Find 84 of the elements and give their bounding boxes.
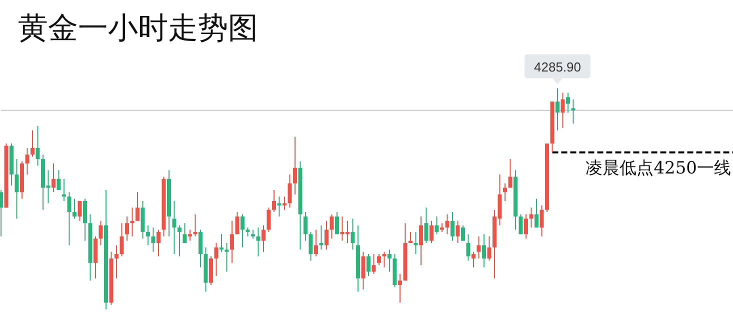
candlestick — [0, 189, 3, 237]
candlestick — [146, 224, 150, 246]
candlestick — [445, 214, 450, 235]
candlestick — [534, 198, 538, 228]
candlestick — [178, 224, 182, 257]
candlestick — [430, 220, 434, 244]
candlestick — [461, 224, 465, 242]
candlestick — [293, 136, 297, 195]
candlestick — [198, 229, 202, 268]
candlestick — [476, 236, 481, 259]
candlestick — [62, 178, 66, 202]
candlestick — [388, 249, 392, 272]
candlestick — [466, 234, 470, 262]
candlestick — [566, 92, 570, 114]
candlestick — [472, 251, 476, 268]
candlestick — [540, 204, 544, 237]
candlestick — [72, 198, 76, 220]
candlestick — [487, 236, 492, 262]
candlestick — [235, 212, 240, 235]
candlestick — [424, 207, 428, 244]
candlestick — [14, 158, 19, 220]
chart-title: 黄金一小时走势图 — [18, 11, 258, 46]
candlestick — [450, 212, 454, 242]
candlestick — [377, 254, 381, 266]
candlestick — [220, 234, 224, 252]
candlestick — [434, 216, 439, 235]
candlestick — [67, 192, 72, 246]
candlestick — [56, 170, 61, 190]
candlestick — [172, 200, 176, 255]
candlestick — [52, 162, 56, 193]
candlestick — [156, 229, 160, 257]
candlestick — [456, 220, 460, 244]
candlestick — [272, 189, 276, 213]
candlestick — [193, 214, 198, 237]
candlestick — [304, 212, 308, 242]
candlestick — [277, 196, 282, 217]
candlestick — [398, 273, 402, 304]
candlestick — [366, 254, 370, 277]
candlestick — [262, 224, 266, 252]
candlestick — [482, 234, 486, 268]
text: 4285.90 — [534, 59, 581, 74]
candlestick — [330, 214, 334, 240]
candlestick — [556, 88, 560, 131]
candlestick — [114, 244, 118, 279]
candlestick — [414, 231, 418, 255]
candlestick — [240, 214, 244, 248]
candlestick — [319, 224, 324, 250]
candlestick — [571, 98, 576, 124]
candlestick — [282, 196, 286, 210]
candlestick — [382, 251, 386, 268]
candlestick — [214, 242, 218, 277]
candlestick — [266, 207, 271, 232]
candlestick — [529, 207, 534, 228]
candlestick — [98, 220, 103, 246]
candlestick — [120, 222, 124, 257]
candlestick — [518, 214, 523, 235]
candlestick — [350, 218, 355, 250]
candlestick — [125, 216, 129, 242]
candlestick — [25, 147, 30, 175]
candlestick — [524, 214, 528, 240]
candlestick — [314, 229, 318, 257]
candlestick — [83, 198, 87, 242]
candlestick — [130, 207, 134, 237]
candlestick — [361, 251, 366, 290]
candlestick — [324, 220, 328, 250]
candlestick — [136, 192, 140, 222]
candlestick — [503, 182, 507, 202]
candlestick — [372, 254, 376, 274]
candlestick — [30, 130, 34, 158]
candlestick — [188, 229, 192, 242]
candlestick — [560, 92, 565, 129]
candlestick — [508, 158, 512, 188]
candlestick — [230, 220, 234, 264]
candlestick — [288, 174, 292, 208]
candlestick — [224, 242, 229, 272]
candlestick — [151, 227, 156, 252]
candlestick — [36, 125, 40, 166]
candlestick — [256, 227, 260, 257]
ref-line-label: 凌晨低点4250一线 — [586, 158, 731, 178]
candlestick — [419, 216, 423, 266]
candlestick — [308, 231, 313, 262]
candlestick — [335, 212, 339, 235]
candlestick — [78, 200, 82, 222]
candlestick — [182, 222, 187, 244]
